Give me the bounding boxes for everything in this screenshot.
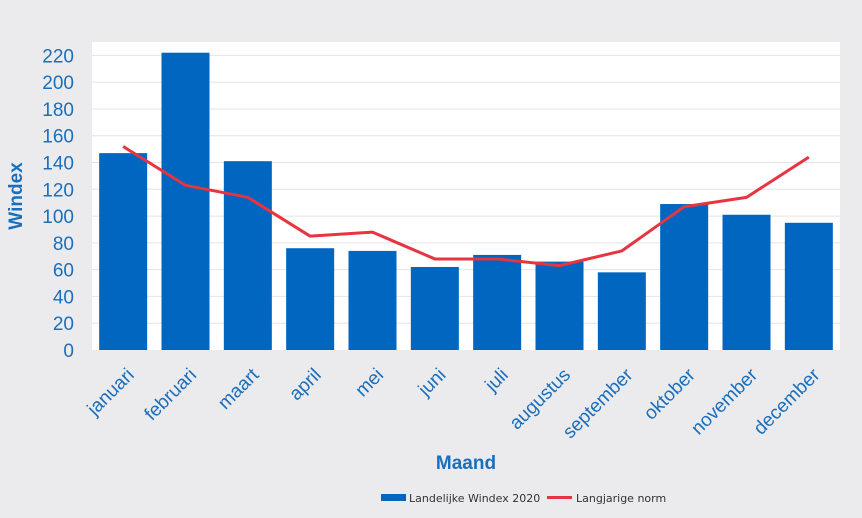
bar-april [286,248,335,350]
x-tick-label: mei [352,365,389,402]
bar-september [597,272,646,350]
y-tick-label: 220 [42,46,74,67]
y-tick-label: 60 [53,261,74,282]
norm-line [122,145,810,268]
y-tick-label: 40 [53,287,74,308]
plot-area [92,42,840,350]
line-series [122,145,810,268]
x-tick-label: juni [414,365,450,401]
legend-bar-swatch [381,494,406,501]
bar-december [784,222,833,350]
y-axis-title: Windex [6,162,27,230]
bar-juli [473,254,522,350]
y-tick-label: 200 [42,73,74,94]
x-axis-title: Maand [436,453,496,474]
bar-mei [348,250,397,350]
x-axis-ticks: januari februari maart april mei juni juliaugu… [83,364,825,443]
bar-november [722,214,771,350]
x-tick-label: oktober [640,364,700,424]
y-tick-label: 180 [42,100,74,121]
x-tick-label: februari [141,365,201,425]
bar-augustus [535,261,584,350]
y-tick-label: 100 [42,207,74,228]
legend: Landelijke Windex 2020 Langjarige norm [381,492,666,505]
bar-februari [161,52,210,350]
x-tick-label: april [285,365,325,405]
bar-juni [410,266,459,350]
y-tick-label: 160 [42,127,74,148]
bar-maart [223,161,272,350]
bar-oktober [660,204,709,350]
gridlines [92,54,840,324]
x-tick-label: maart [214,364,264,414]
x-tick-label: december [750,364,825,439]
y-tick-label: 20 [53,314,74,335]
x-tick-label: november [687,364,762,439]
legend-bar-label: Landelijke Windex 2020 [409,492,540,505]
y-tick-label: 120 [42,180,74,201]
x-tick-label: juli [481,365,513,397]
y-axis-ticks: 0 20 40 60 80 100 120 140 160 180 200 220 [42,46,74,362]
y-tick-label: 140 [42,154,74,175]
y-tick-label: 80 [53,234,74,255]
y-tick-label: 0 [63,341,74,362]
bar-series [99,52,833,350]
bar-januari [99,153,148,350]
x-tick-label: januari [83,365,139,421]
legend-line-label: Langjarige norm [576,492,666,505]
